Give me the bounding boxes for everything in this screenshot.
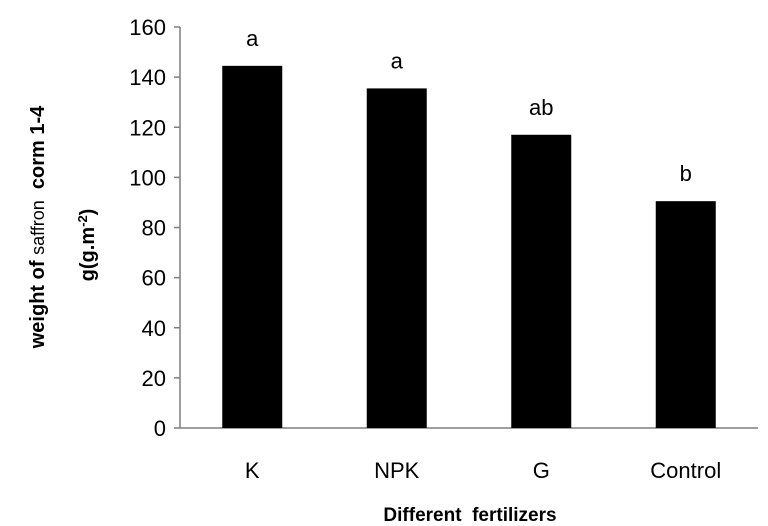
- significance-letter: a: [246, 26, 259, 51]
- y-tick-label: 120: [129, 115, 166, 140]
- x-tick-label: Control: [650, 458, 721, 483]
- y-tick-label: 40: [142, 316, 166, 341]
- bar-k: [222, 65, 283, 429]
- y-tick-label: 140: [129, 65, 166, 90]
- x-tick-label: NPK: [374, 458, 420, 483]
- significance-labels: a a ab b: [246, 26, 692, 186]
- bar-g: [511, 134, 572, 429]
- bar-control: [655, 201, 716, 428]
- y-tick-label: 0: [154, 416, 166, 441]
- y-axis-label-line2: g(g.m-2): [75, 209, 100, 282]
- y-ticks: 0 20 40 60 80 100 120 140 160: [129, 15, 180, 441]
- x-tick-label: K: [245, 458, 260, 483]
- y-tick-label: 60: [142, 266, 166, 291]
- y-tick-label: 160: [129, 15, 166, 40]
- bars: [222, 65, 716, 429]
- y-tick-label: 80: [142, 216, 166, 241]
- significance-letter: ab: [529, 95, 553, 120]
- significance-letter: b: [680, 161, 692, 186]
- y-tick-label: 100: [129, 165, 166, 190]
- y-axis-label-line1: weight of saffron corm 1-4: [27, 105, 49, 349]
- x-tick-label: G: [533, 458, 550, 483]
- bar-npk: [366, 88, 427, 428]
- y-tick-label: 20: [142, 366, 166, 391]
- significance-letter: a: [391, 48, 404, 73]
- y-axis-label: weight of saffron corm 1-4 g(g.m-2): [27, 105, 99, 349]
- x-axis-label: Different fertilizers: [383, 505, 556, 526]
- x-ticks: K NPK G Control: [245, 458, 721, 483]
